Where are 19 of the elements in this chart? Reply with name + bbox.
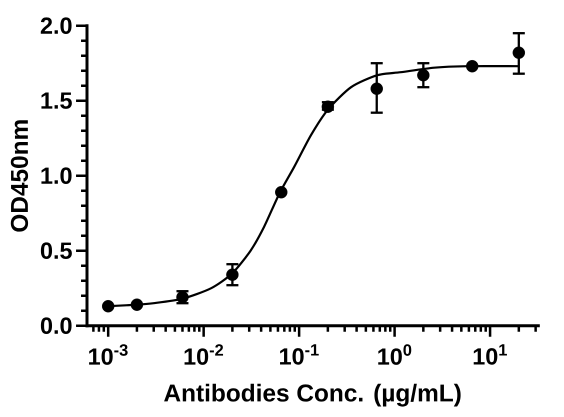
point bbox=[226, 268, 239, 281]
point bbox=[466, 60, 478, 72]
x-tick-label: 10$^{-3}$ bbox=[89, 344, 128, 365]
point bbox=[417, 69, 430, 82]
point bbox=[370, 82, 383, 95]
x-tick-label: 10$^{0}$ bbox=[378, 344, 412, 365]
x-tick-label: 10$^{1}$ bbox=[474, 344, 507, 365]
y-axis-title: OD450nm bbox=[10, 120, 28, 232]
point bbox=[512, 46, 526, 59]
y-tick-label: 1.5 bbox=[41, 92, 72, 109]
x-axis-title: Antibodies Conc. (µg/mL) bbox=[164, 384, 461, 407]
x-tick-label: 10$^{-1}$ bbox=[280, 344, 319, 365]
point bbox=[130, 298, 144, 311]
y-tick-label: 2.0 bbox=[40, 17, 72, 34]
y-tick-label: 0.5 bbox=[40, 242, 72, 259]
y-tick-label: 0.0 bbox=[40, 317, 72, 334]
y-tick-label: 1.0 bbox=[41, 167, 72, 184]
point bbox=[275, 186, 288, 198]
x-tick-label: 10$^{-2}$ bbox=[184, 344, 224, 365]
